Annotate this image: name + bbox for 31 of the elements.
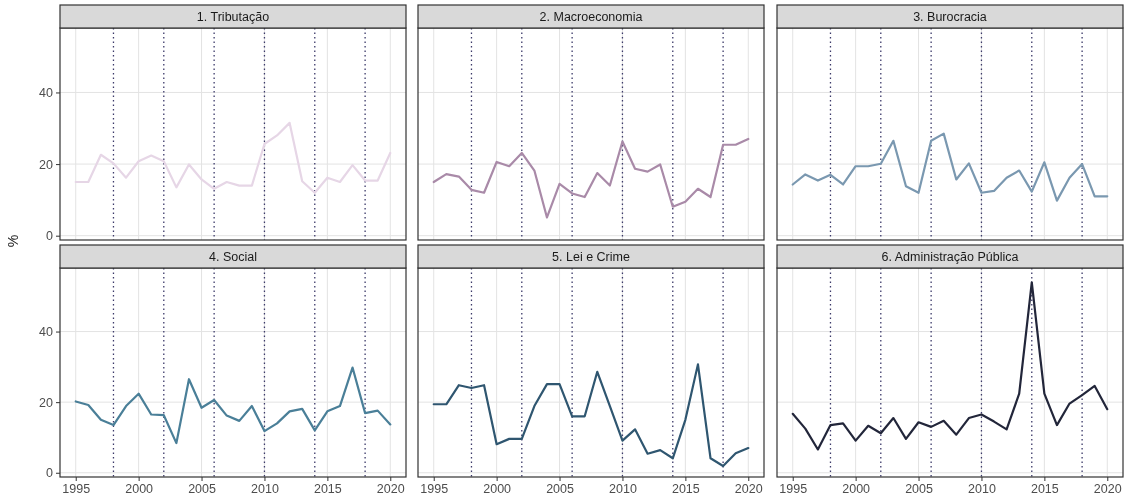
x-tick-label: 2005 bbox=[188, 481, 216, 496]
x-tick-label: 2020 bbox=[734, 481, 763, 496]
y-tick-label: 20 bbox=[39, 157, 54, 172]
x-tick-label: 2010 bbox=[251, 481, 279, 496]
x-tick-label: 2020 bbox=[1093, 481, 1122, 496]
chart-title: 1. Tributação bbox=[196, 10, 270, 24]
x-tick-label: 2000 bbox=[125, 481, 154, 496]
y-tick-label: 0 bbox=[46, 229, 54, 244]
chart-title: 3. Burocracia bbox=[913, 10, 987, 24]
x-tick-label: 2005 bbox=[546, 481, 574, 496]
x-tick-label: 1995 bbox=[420, 481, 449, 496]
chart-title: 2. Macroeconomia bbox=[539, 10, 643, 24]
x-tick-label: 2010 bbox=[609, 481, 637, 496]
x-tick-label: 2015 bbox=[671, 481, 700, 496]
x-tick-label: 2010 bbox=[968, 481, 996, 496]
x-tick-label: 2000 bbox=[842, 481, 871, 496]
y-tick-label: 20 bbox=[39, 395, 54, 410]
y-tick-label: 40 bbox=[39, 85, 54, 100]
chart-title: 5. Lei e Crime bbox=[552, 250, 630, 264]
y-tick-label: 40 bbox=[39, 325, 54, 340]
x-tick-label: 1995 bbox=[779, 481, 808, 496]
x-tick-label: 1995 bbox=[62, 481, 91, 496]
chart-title: 6. Administração Pública bbox=[881, 250, 1019, 264]
x-tick-label: 2015 bbox=[313, 481, 342, 496]
chart-title: 4. Social bbox=[209, 250, 257, 264]
x-tick-label: 2005 bbox=[905, 481, 933, 496]
y-axis-title: % bbox=[5, 234, 21, 248]
x-tick-label: 2000 bbox=[483, 481, 512, 496]
x-tick-label: 2020 bbox=[376, 481, 405, 496]
x-tick-label: 2015 bbox=[1030, 481, 1059, 496]
y-tick-label: 0 bbox=[46, 466, 54, 481]
